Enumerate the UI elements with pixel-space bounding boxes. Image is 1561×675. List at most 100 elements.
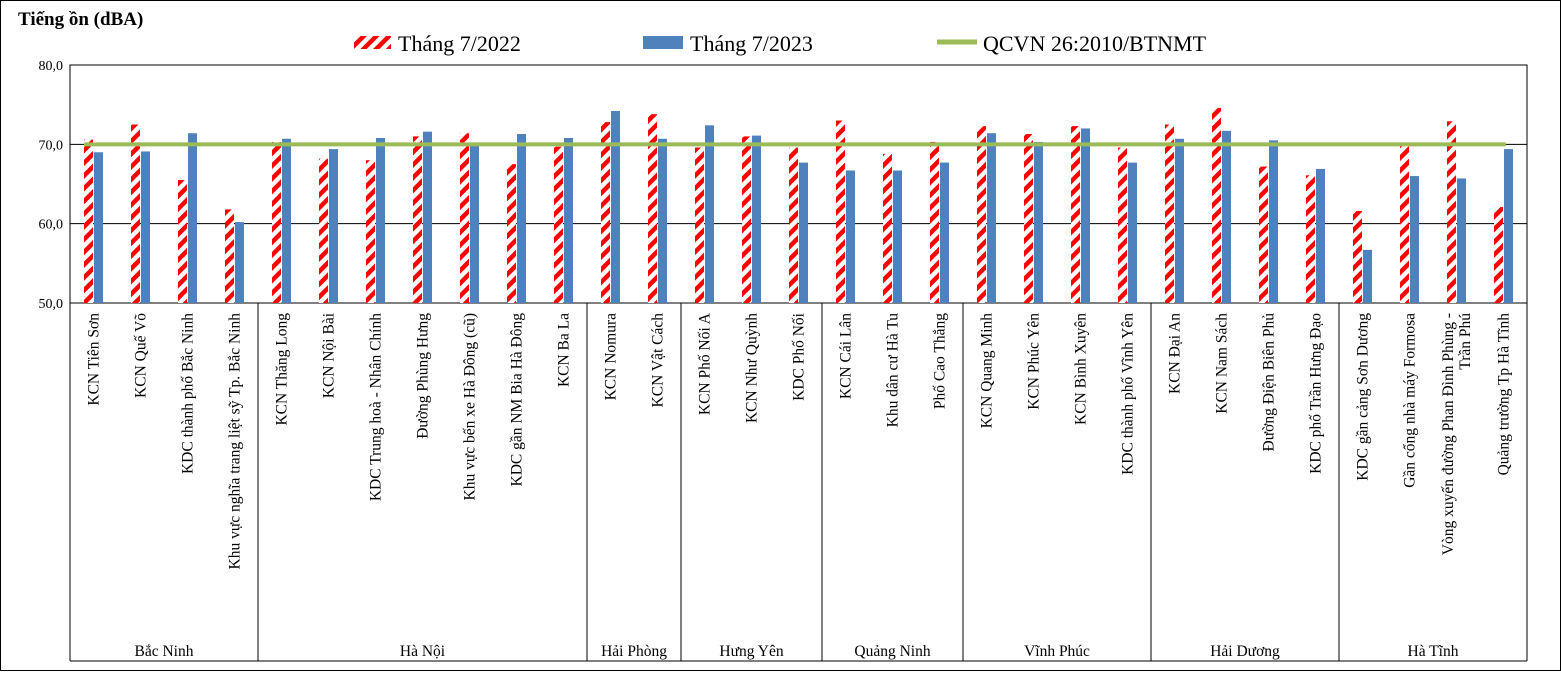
bar-2022 xyxy=(1165,124,1174,303)
bar-2023 xyxy=(1034,141,1043,303)
x-tick-label: KCN Bình Xuyên xyxy=(1073,313,1090,425)
x-tick-label: KCN Quang Minh xyxy=(979,313,996,429)
plot-border xyxy=(69,64,1528,304)
bar-2023 xyxy=(1363,249,1372,303)
x-tick-label: KDC Trung hoà - Nhân Chính xyxy=(368,313,385,501)
group-label: Quảng Ninh xyxy=(854,643,930,660)
bar-2022 xyxy=(1447,121,1456,304)
bar-2022 xyxy=(131,124,140,303)
bar-2022 xyxy=(1259,166,1268,303)
x-tick-label: KCN Phúc Yên xyxy=(1026,313,1043,410)
x-tick-label: KCN Như Quỳnh xyxy=(744,313,761,423)
bar-2023 xyxy=(423,131,432,303)
bar-2023 xyxy=(376,137,385,303)
x-tick-label: Phố Cao Thắng xyxy=(932,313,949,409)
group-label: Hải Dương xyxy=(1210,643,1280,660)
x-tick-label: KDC Phố Nối xyxy=(791,312,808,401)
x-tick-label: Đường Điện Biên Phủ xyxy=(1261,313,1278,452)
legend-label-2023: Tháng 7/2023 xyxy=(690,31,813,56)
bar-2023 xyxy=(752,135,761,303)
bar-2022 xyxy=(1212,107,1221,303)
legend-swatch-2022 xyxy=(354,36,391,49)
x-tick-label: Trần Phú xyxy=(1457,313,1474,370)
group-label: Hải Phòng xyxy=(601,643,667,660)
bar-2022 xyxy=(601,122,610,304)
bar-2022 xyxy=(1353,210,1362,303)
bar-2022 xyxy=(742,136,751,303)
bar-2023 xyxy=(282,138,291,303)
x-tick-label: KCN Quế Võ xyxy=(133,313,150,398)
bar-2023 xyxy=(705,125,714,303)
x-tick-label: Khu vực bến xe Hà Đông (cũ) xyxy=(462,313,479,500)
legend-label-2022: Tháng 7/2022 xyxy=(398,31,521,56)
group-label: Hưng Yên xyxy=(719,643,783,660)
y-tick-label: 80,0 xyxy=(39,59,64,74)
axes: 50,0 60,0 70,0 80,0 KCN Tiên Sơn KCN Quế Võ KD… xyxy=(39,59,1528,662)
bar-2023 xyxy=(329,149,338,303)
y-tick-label: 70,0 xyxy=(39,138,64,153)
bar-2023 xyxy=(799,162,808,303)
bar-2023 xyxy=(1222,130,1231,303)
bar-2023 xyxy=(1128,162,1137,303)
x-tick-label: KCN Vật Cách xyxy=(650,313,667,408)
bar-2022 xyxy=(460,133,469,303)
bar-2023 xyxy=(987,133,996,303)
bar-2023 xyxy=(940,162,949,303)
bar-2023 xyxy=(94,152,103,303)
group-label: Hà Tĩnh xyxy=(1408,643,1459,660)
bar-2023 xyxy=(1457,178,1466,303)
x-tick-label: Quảng trường Tp Hà Tĩnh xyxy=(1496,313,1513,476)
bar-2022 xyxy=(319,158,328,303)
y-tick-label: 50,0 xyxy=(39,297,64,312)
bar-2022 xyxy=(225,209,234,303)
group-label: Vĩnh Phúc xyxy=(1024,643,1090,660)
x-tick-label: KDC phố Trần Hưng Đạo xyxy=(1308,313,1325,474)
bar-2022 xyxy=(413,136,422,303)
bar-2022 xyxy=(1118,147,1127,303)
x-tick-label: Vòng xuyến đường Phan Đình Phùng - xyxy=(1440,313,1457,555)
bar-2022 xyxy=(1494,207,1503,303)
x-tick-label: KCN Thăng Long xyxy=(274,313,291,426)
bar-2023 xyxy=(846,170,855,303)
legend-label-qcvn: QCVN 26:2010/BTNMT xyxy=(983,31,1207,56)
x-tick-label: KDC gần NM Bia Hà Đông xyxy=(509,313,526,487)
x-tick-label: KDC gần cảng Sơn Dương xyxy=(1355,313,1372,481)
legend: Tháng 7/2022 Tháng 7/2023 QCVN 26:2010/B… xyxy=(354,31,1207,56)
y-tick-label: 60,0 xyxy=(39,218,64,233)
bar-2023 xyxy=(893,170,902,303)
x-tick-label: KCN Nam Sách xyxy=(1214,313,1231,414)
x-tick-label: Khu dân cư Hà Tu xyxy=(885,313,902,428)
bar-2023 xyxy=(1410,176,1419,303)
x-tick-label: Gần cổng nhà máy Formosa xyxy=(1402,313,1419,488)
bar-2022 xyxy=(648,114,657,303)
bar-2023 xyxy=(235,222,244,303)
x-tick-label: KDC thành phố Vĩnh Yên xyxy=(1120,313,1137,475)
bar-2023 xyxy=(141,151,150,303)
bar-2023 xyxy=(1175,138,1184,303)
x-tick-label: Khu vực nghĩa trang liệt sỹ Tp. Bắc Ninh xyxy=(227,313,244,570)
bar-2022 xyxy=(789,147,798,303)
bar-2023 xyxy=(517,134,526,303)
bar-2023 xyxy=(658,138,667,303)
bar-2022 xyxy=(507,164,516,303)
bar-2023 xyxy=(611,111,620,303)
bar-2022 xyxy=(977,126,986,303)
x-tick-label: KCN Tiên Sơn xyxy=(86,313,103,406)
y-axis-title: Tiếng ồn (dBA) xyxy=(18,9,143,30)
bar-2022 xyxy=(554,146,563,303)
group-label: Bắc Ninh xyxy=(135,643,194,660)
bar-2023 xyxy=(1269,140,1278,303)
x-tick-label: KCN Nội Bài xyxy=(321,312,338,398)
x-tick-label: KDC thành phố Bắc Ninh xyxy=(180,313,197,474)
bars xyxy=(84,107,1513,304)
bar-2022 xyxy=(836,120,845,304)
x-tick-label: KCN Cái Lân xyxy=(838,313,855,399)
bar-2022 xyxy=(272,141,281,303)
bar-2023 xyxy=(1316,168,1325,303)
x-tick-label: KCN Đại An xyxy=(1167,313,1184,394)
bar-2023 xyxy=(1504,149,1513,303)
bar-2023 xyxy=(188,133,197,303)
bar-2023 xyxy=(1081,128,1090,303)
